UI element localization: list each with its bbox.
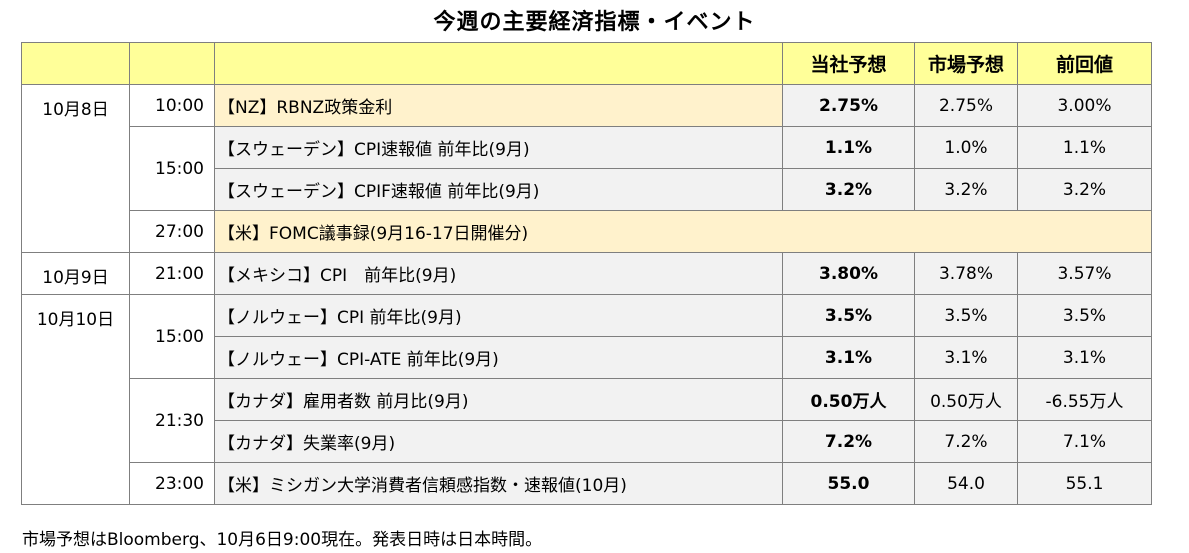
previous-cell: -6.55万人 bbox=[1017, 378, 1152, 421]
market-forecast-cell: 3.5% bbox=[914, 294, 1018, 337]
market-forecast-cell: 7.2% bbox=[914, 420, 1018, 463]
event-cell: 【カナダ】雇用者数 前月比(9月) bbox=[214, 378, 783, 421]
previous-cell: 3.5% bbox=[1017, 294, 1152, 337]
previous-cell: 3.57% bbox=[1017, 252, 1152, 295]
own-forecast-cell: 7.2% bbox=[782, 420, 915, 463]
date-cell: 10月8日 bbox=[21, 84, 130, 253]
table-row: 10月9日 21:00 【メキシコ】CPI 前年比(9月) 3.80% 3.78… bbox=[21, 252, 1152, 295]
own-forecast-cell: 3.2% bbox=[782, 168, 915, 211]
time-cell: 21:00 bbox=[129, 252, 215, 295]
table-row: 21:30 【カナダ】雇用者数 前月比(9月) 0.50万人 0.50万人 -6… bbox=[22, 378, 1152, 463]
own-forecast-cell: 55.0 bbox=[782, 462, 915, 505]
market-forecast-cell: 2.75% bbox=[914, 84, 1018, 127]
own-forecast-cell: 3.80% bbox=[782, 252, 915, 295]
table-row: 15:00 【スウェーデン】CPI速報値 前年比(9月) 1.1% 1.0% 1… bbox=[22, 126, 1152, 211]
header-time bbox=[129, 42, 215, 85]
table-row: 【カナダ】失業率(9月) 7.2% 7.2% 7.1% bbox=[22, 420, 1152, 463]
header-own-forecast: 当社予想 bbox=[782, 42, 915, 85]
own-forecast-cell: 3.5% bbox=[782, 294, 915, 337]
time-cell: 15:00 bbox=[129, 294, 215, 379]
header-previous: 前回値 bbox=[1017, 42, 1152, 85]
previous-cell: 3.1% bbox=[1017, 336, 1152, 379]
previous-cell: 3.2% bbox=[1017, 168, 1152, 211]
market-forecast-cell: 1.0% bbox=[914, 126, 1018, 169]
event-cell: 【米】FOMC議事録(9月16-17日開催分) bbox=[214, 210, 1152, 253]
header-row: 当社予想 市場予想 前回値 bbox=[21, 42, 1152, 85]
previous-cell: 55.1 bbox=[1017, 462, 1152, 505]
time-cell: 15:00 bbox=[129, 126, 215, 211]
table-row: 【スウェーデン】CPIF速報値 前年比(9月) 3.2% 3.2% 3.2% bbox=[22, 168, 1152, 211]
own-forecast-cell: 1.1% bbox=[782, 126, 915, 169]
header-market-forecast: 市場予想 bbox=[914, 42, 1018, 85]
header-date bbox=[21, 42, 130, 85]
event-cell: 【カナダ】失業率(9月) bbox=[214, 420, 783, 463]
event-cell: 【メキシコ】CPI 前年比(9月) bbox=[214, 252, 783, 295]
market-forecast-cell: 3.78% bbox=[914, 252, 1018, 295]
event-cell: 【NZ】RBNZ政策金利 bbox=[214, 84, 783, 127]
table-row: 23:00 【米】ミシガン大学消費者信頼感指数・速報値(10月) 55.0 54… bbox=[22, 462, 1152, 505]
table-row: 27:00 【米】FOMC議事録(9月16-17日開催分) bbox=[22, 210, 1152, 253]
footnote: 市場予想はBloomberg、10月6日9:00現在。発表日時は日本時間。 bbox=[22, 530, 543, 550]
table-row: 10月10日 15:00 【ノルウェー】CPI 前年比(9月) 3.5% 3.5… bbox=[21, 294, 1152, 505]
table-row: 【ノルウェー】CPI-ATE 前年比(9月) 3.1% 3.1% 3.1% bbox=[22, 336, 1152, 379]
market-forecast-cell: 0.50万人 bbox=[914, 378, 1018, 421]
previous-cell: 7.1% bbox=[1017, 420, 1152, 463]
time-cell: 21:30 bbox=[129, 378, 215, 463]
market-forecast-cell: 54.0 bbox=[914, 462, 1018, 505]
event-cell: 【ノルウェー】CPI-ATE 前年比(9月) bbox=[214, 336, 783, 379]
own-forecast-cell: 2.75% bbox=[782, 84, 915, 127]
time-cell: 27:00 bbox=[129, 210, 215, 253]
event-cell: 【米】ミシガン大学消費者信頼感指数・速報値(10月) bbox=[214, 462, 783, 505]
date-cell: 10月10日 bbox=[21, 294, 130, 505]
indicator-table: 当社予想 市場予想 前回値 10月8日 10:00 【NZ】RBNZ政策金利 2… bbox=[21, 42, 1152, 505]
previous-cell: 1.1% bbox=[1017, 126, 1152, 169]
header-event bbox=[214, 42, 783, 85]
event-cell: 【ノルウェー】CPI 前年比(9月) bbox=[214, 294, 783, 337]
market-forecast-cell: 3.1% bbox=[914, 336, 1018, 379]
table-row: 10月8日 10:00 【NZ】RBNZ政策金利 2.75% 2.75% 3.0… bbox=[21, 84, 1152, 253]
own-forecast-cell: 3.1% bbox=[782, 336, 915, 379]
own-forecast-cell: 0.50万人 bbox=[782, 378, 915, 421]
event-cell: 【スウェーデン】CPIF速報値 前年比(9月) bbox=[214, 168, 783, 211]
market-forecast-cell: 3.2% bbox=[914, 168, 1018, 211]
time-cell: 10:00 bbox=[129, 84, 215, 127]
page-title: 今週の主要経済指標・イベント bbox=[433, 10, 756, 35]
date-cell: 10月9日 bbox=[21, 252, 130, 295]
time-cell: 23:00 bbox=[129, 462, 215, 505]
event-cell: 【スウェーデン】CPI速報値 前年比(9月) bbox=[214, 126, 783, 169]
previous-cell: 3.00% bbox=[1017, 84, 1152, 127]
